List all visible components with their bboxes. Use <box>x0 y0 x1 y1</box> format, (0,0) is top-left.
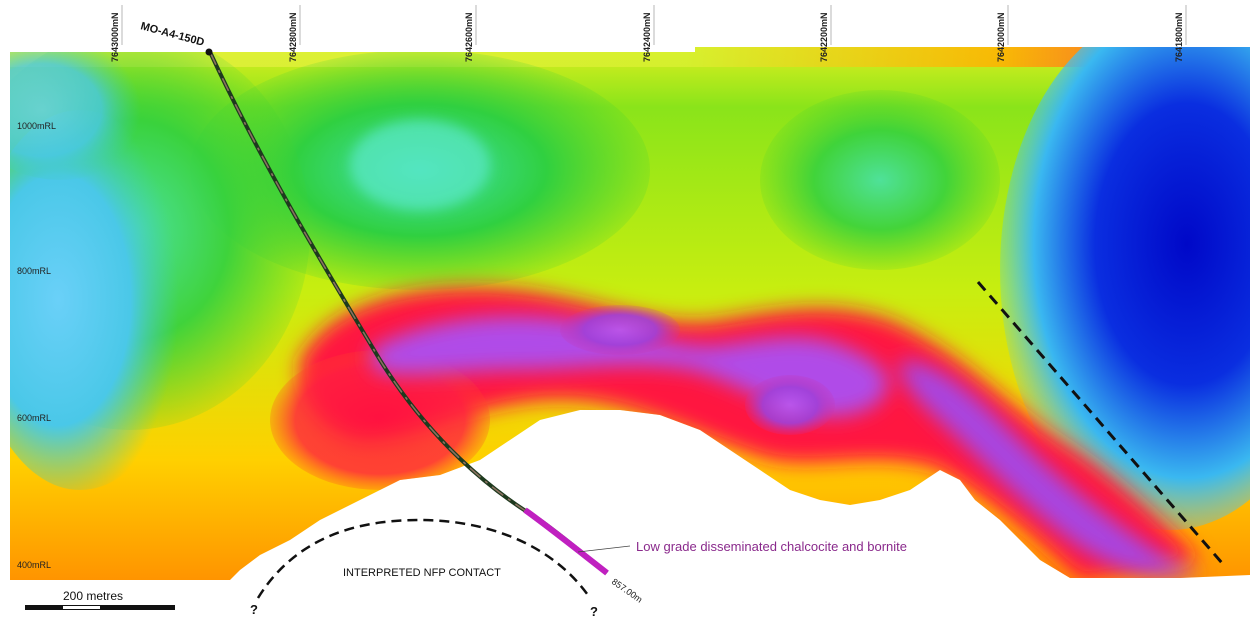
level-label: 400mRL <box>17 560 51 570</box>
scale-bar-label: 200 metres <box>63 589 123 603</box>
northing-label: 7642400mN <box>642 12 652 62</box>
drillhole-trace <box>205 48 609 576</box>
contact-dashed-arc <box>256 518 592 599</box>
level-axis: 1000mRL 800mRL 600mRL 400mRL <box>17 121 56 570</box>
northing-label: 7642800mN <box>288 12 298 62</box>
annotation-leader <box>577 545 631 553</box>
northing-axis: 7643000mN 7642800mN 7642600mN 7642400mN … <box>110 5 1187 62</box>
northing-label: 7643000mN <box>110 12 120 62</box>
mineralised-intercept <box>523 507 609 576</box>
scale-bar: 200 metres <box>25 589 175 610</box>
northing-label: 7642000mN <box>996 12 1006 62</box>
level-label: 1000mRL <box>17 121 56 131</box>
contact-unknown-left: ? <box>250 602 258 617</box>
drillhole-name: MO-A4-150D <box>139 20 205 49</box>
level-label: 800mRL <box>17 266 51 276</box>
mineralisation-note: Low grade disseminated chalcocite and bo… <box>636 539 907 554</box>
level-label: 600mRL <box>17 413 51 423</box>
contact-label: INTERPRETED NFP CONTACT <box>343 567 501 579</box>
northing-label: 7641800mN <box>1174 12 1184 62</box>
resistivity-body <box>10 47 1250 580</box>
collar-marker <box>205 48 213 56</box>
northing-label: 7642200mN <box>819 12 829 62</box>
fault-dashed-line <box>976 281 1224 564</box>
northing-label: 7642600mN <box>464 12 474 62</box>
contact-unknown-right: ? <box>590 604 598 619</box>
drillhole-end-depth: 857.00m <box>610 576 644 604</box>
